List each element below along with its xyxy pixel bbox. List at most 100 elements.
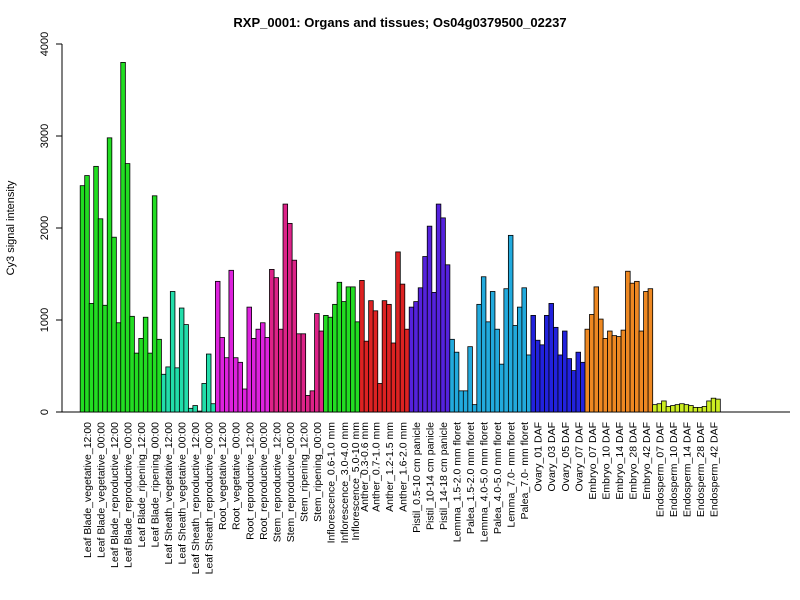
y-axis-ticks: 0 1000 2000 3000 4000 (39, 32, 62, 415)
bar (593, 286, 600, 413)
category-label: Stem_reproductive_12:00 (271, 422, 283, 542)
bar (521, 287, 527, 413)
bar (584, 328, 590, 413)
bar (269, 268, 275, 413)
category-label: Leaf Sheath_reproductive_12:00 (190, 422, 202, 575)
bar (426, 225, 433, 413)
category-label: Inflorescence_5.0-10 mm (350, 422, 362, 541)
bar (670, 405, 676, 413)
bar (111, 236, 117, 413)
category-label: Inflorescence_0.6-1.0 mm (325, 422, 337, 544)
bar (156, 338, 162, 413)
category-label: Root_vegetative_00:00 (231, 422, 243, 530)
bar (516, 306, 523, 413)
bar (372, 310, 379, 413)
bar (219, 337, 225, 413)
category-label: Stem_reproductive_00:00 (285, 422, 297, 542)
bar (589, 314, 595, 413)
category-label: Endosperm_10 DAF (668, 422, 680, 517)
bar (115, 322, 122, 413)
category-label: Palea_4.0-5.0 mm floret (492, 422, 504, 534)
bar (210, 403, 216, 413)
bar (444, 264, 451, 413)
bar (553, 326, 559, 413)
bar (192, 405, 198, 413)
category-label: Lemma_1.5-2.0 mm floret (452, 422, 464, 542)
bar (526, 354, 532, 413)
bar (341, 301, 347, 413)
bar (151, 195, 158, 413)
bar (652, 404, 658, 413)
bar (215, 280, 221, 413)
bar (264, 337, 270, 413)
bar (507, 234, 514, 413)
bar (178, 307, 185, 413)
category-labels: Leaf Blade_vegetative_12:00 Leaf Blade_ve… (82, 422, 720, 575)
bar (368, 300, 374, 413)
bar (350, 286, 356, 413)
bar (512, 325, 518, 413)
bar (287, 222, 293, 413)
bar (327, 316, 334, 413)
bar (607, 330, 613, 413)
bar (715, 398, 721, 413)
bar (544, 314, 550, 413)
bar (535, 339, 541, 413)
y-axis-label: Cy3 signal intensity (5, 180, 17, 275)
bar (160, 373, 167, 413)
bar (138, 337, 144, 413)
category-label: Embryo_14 DAF (614, 422, 626, 500)
y-tick-label: 3000 (39, 124, 51, 148)
bar (142, 316, 149, 413)
bar (480, 276, 487, 413)
bar (706, 400, 712, 413)
bar (665, 406, 672, 413)
bar (102, 304, 108, 413)
category-label: Leaf Blade_ripening_12:00 (136, 422, 148, 548)
y-tick-label: 4000 (39, 32, 51, 56)
bar (566, 358, 572, 413)
bar (201, 383, 207, 413)
bar (692, 406, 699, 413)
bar (84, 175, 90, 413)
category-label: Leaf Sheath_vegetative_00:00 (177, 422, 189, 565)
bar (674, 404, 681, 413)
bar (471, 404, 478, 413)
bar (417, 287, 424, 413)
bar (169, 291, 176, 413)
bar (602, 337, 609, 413)
bar (629, 282, 636, 413)
bar (476, 303, 482, 413)
bar (129, 315, 135, 413)
bar (205, 353, 212, 413)
bar (408, 306, 415, 413)
bar (548, 303, 554, 413)
bar (620, 329, 627, 413)
category-label: Ovary_03 DAF (546, 422, 558, 491)
bar (106, 137, 113, 413)
category-label: Endosperm_07 DAF (654, 422, 666, 517)
bar (683, 404, 690, 413)
bar (625, 270, 631, 413)
bar (255, 328, 261, 413)
category-label: Embryo_28 DAF (627, 422, 639, 500)
bar (318, 330, 325, 413)
bar (174, 367, 180, 413)
bar (467, 346, 473, 413)
bar (165, 366, 171, 413)
bar (314, 313, 320, 413)
bar (701, 406, 708, 413)
bar (336, 281, 343, 413)
bar (431, 291, 437, 413)
bar (332, 303, 338, 413)
bar (147, 352, 153, 413)
bar (661, 400, 667, 413)
category-label: Leaf Blade_vegetative_00:00 (96, 422, 108, 558)
bar (395, 251, 401, 413)
category-label: Embryo_42 DAF (641, 422, 653, 500)
bar (133, 352, 140, 413)
bar (449, 338, 455, 413)
bar (282, 203, 289, 413)
category-label: Palea_7.0- mm floret (519, 422, 531, 520)
